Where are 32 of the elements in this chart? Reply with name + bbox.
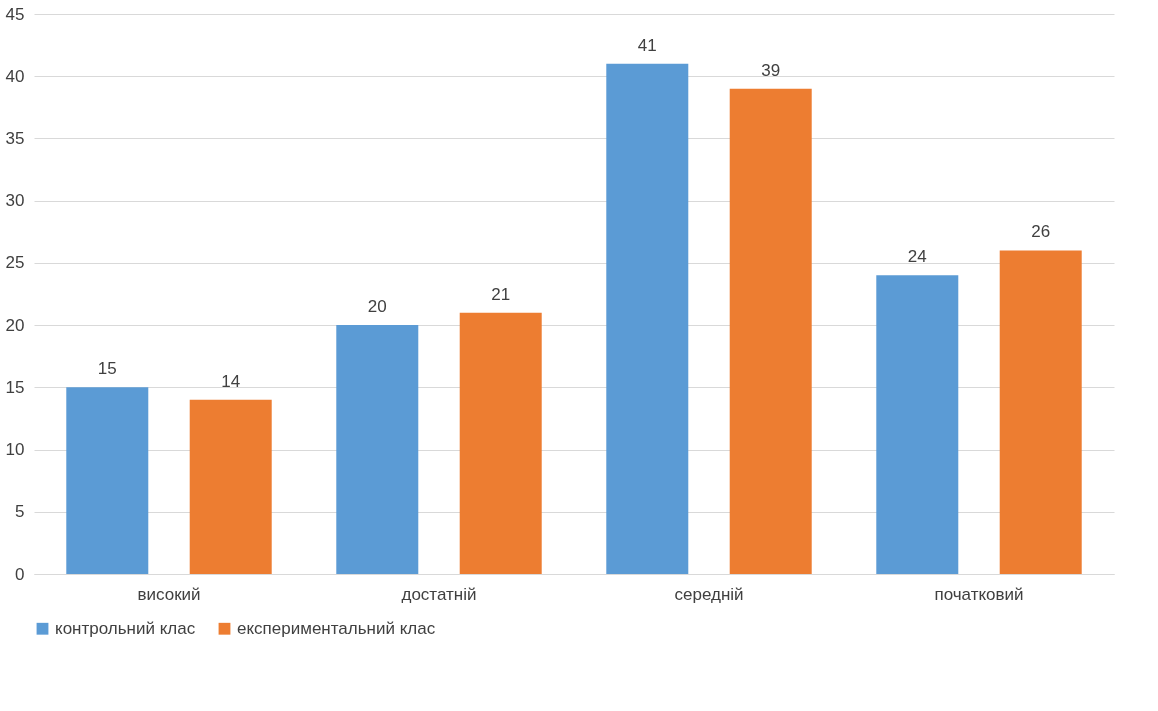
data-label: 39	[761, 60, 781, 80]
y-tick-label: 30	[5, 191, 25, 211]
x-tick-label: початковий	[934, 584, 1024, 604]
bar	[336, 325, 419, 574]
bar	[459, 312, 542, 574]
data-label: 24	[907, 247, 927, 267]
data-label: 20	[367, 297, 387, 317]
y-tick-label: 15	[5, 377, 25, 397]
y-tick-label: 35	[5, 128, 25, 148]
legend-label: контрольний клас	[55, 618, 196, 638]
data-label: 15	[97, 359, 117, 379]
legend-label: експериментальний клас	[237, 618, 436, 638]
y-tick-label: 5	[15, 502, 25, 522]
bar	[606, 63, 689, 574]
data-label: 26	[1031, 222, 1051, 242]
data-label: 21	[491, 284, 511, 304]
data-label: 14	[221, 371, 241, 391]
y-tick-label: 40	[5, 66, 25, 86]
bar	[729, 88, 812, 574]
bar	[66, 387, 149, 574]
x-tick-label: середній	[674, 584, 744, 604]
x-tick-label: достатній	[401, 584, 477, 604]
data-label: 41	[637, 35, 657, 55]
bar	[999, 250, 1082, 574]
y-tick-label: 20	[5, 315, 25, 335]
bar	[189, 399, 272, 574]
y-tick-label: 0	[15, 564, 25, 584]
y-tick-label: 10	[5, 440, 25, 460]
y-tick-label: 45	[5, 4, 25, 24]
x-tick-label: високий	[137, 584, 201, 604]
bar	[876, 275, 959, 574]
y-tick-label: 25	[5, 253, 25, 273]
